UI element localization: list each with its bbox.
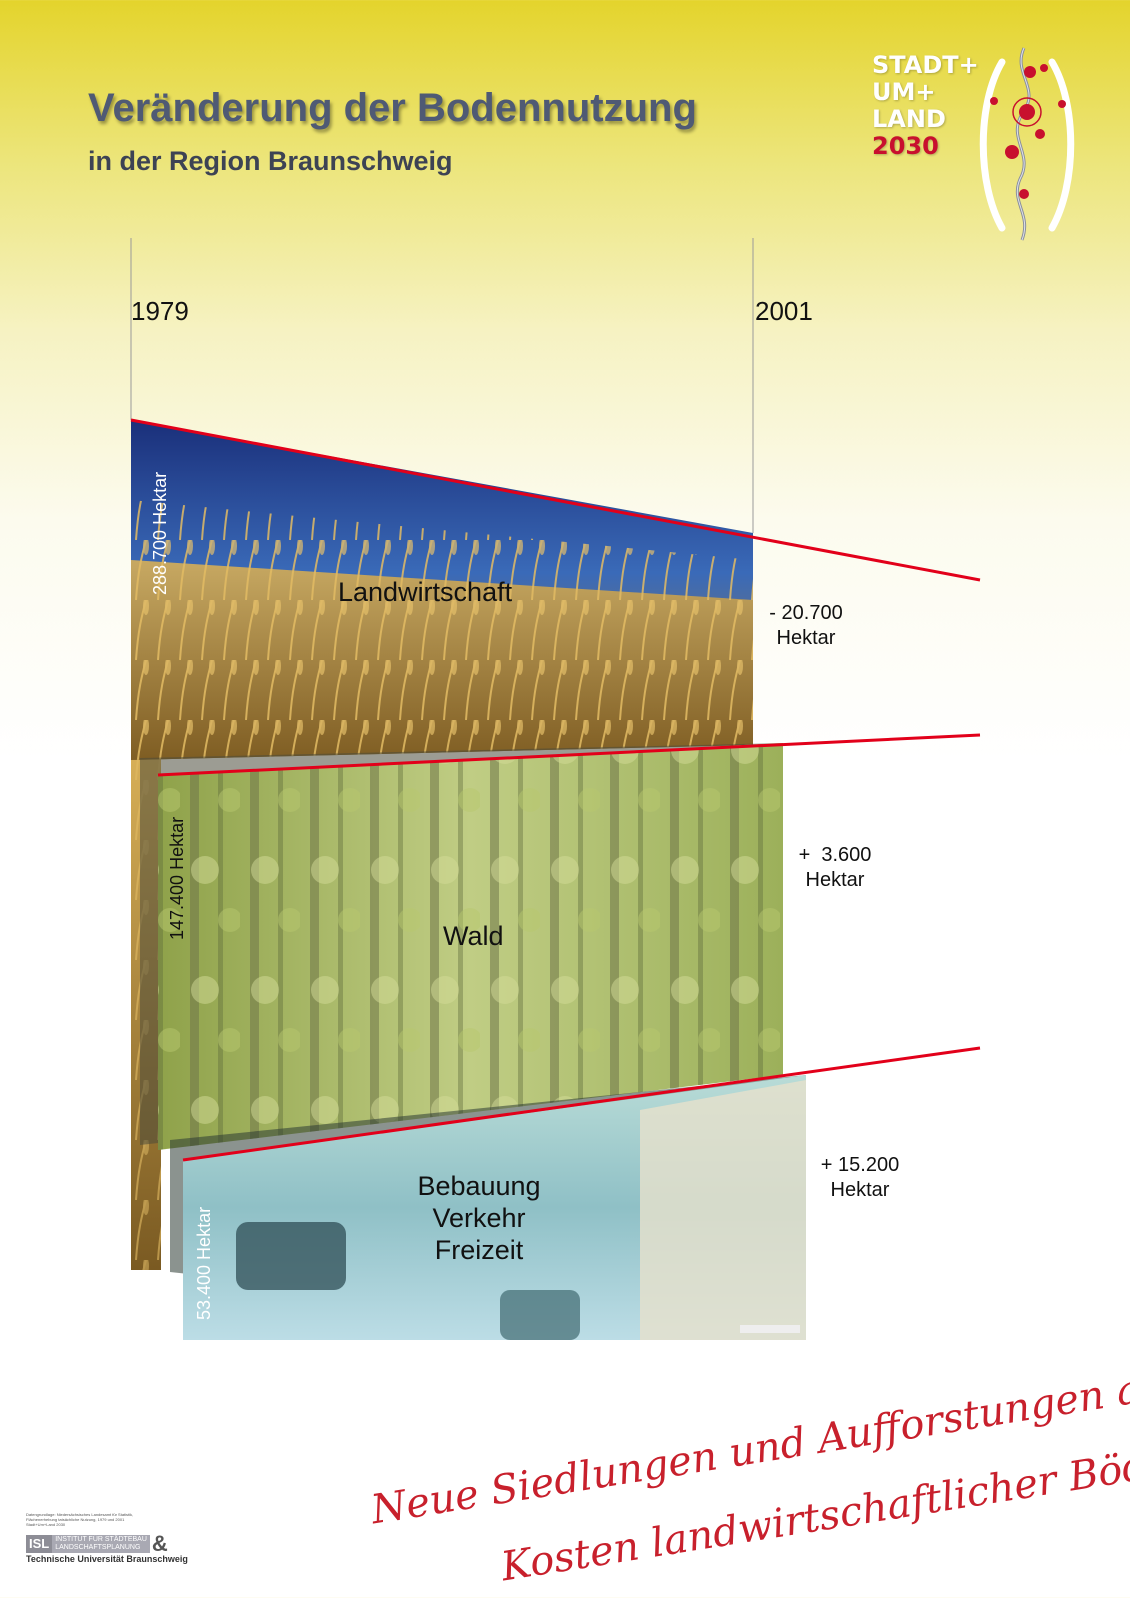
landwirtschaft-block [131,420,753,760]
year-end-label: 2001 [755,296,813,326]
institute-credit: Datengrundlage: Niedersächsisches Landes… [26,1512,236,1564]
university-name: Technische Universität Braunschweig [26,1554,188,1564]
source-line-3: Stadt+Um+Land 2030 [26,1522,66,1527]
trend-line-bebauung [182,1046,981,1162]
category-label-bebauung-line3: Freizeit [434,1235,524,1265]
change-value-bebauung: + 15.200 [820,1154,900,1176]
institute-name: INSTITUT FÜR STÄDTEBAU LANDSCHAFTSPLANUN… [52,1535,150,1553]
institute-line-1: INSTITUT FÜR STÄDTEBAU [55,1536,147,1543]
change-unit-wald: Hektar [805,869,865,891]
category-label-bebauung-line2: Verkehr [432,1203,526,1233]
area-label-landwirtschaft: 288.700 Hektar [150,471,170,595]
category-label-landwirtschaft: Landwirtschaft [338,577,513,607]
page-title: Veränderung der Bodennutzung [88,86,697,130]
category-label-bebauung: Bebauung Verkehr Freizeit [404,1170,554,1266]
trend-line-landwirtschaft [130,418,981,582]
isl-logo: ISL INSTITUT FÜR STÄDTEBAU LANDSCHAFTSPL… [26,1531,236,1556]
change-label-bebauung: + 15.200 Hektar [814,1153,906,1203]
logo-line-2: UM+ [872,78,936,106]
region-map-icon [979,47,1075,241]
category-label-wald: Wald [443,921,504,951]
category-label-bebauung-line1: Bebauung [417,1171,541,1201]
change-label-wald: + 3.600 Hektar [792,843,878,893]
isl-mark: ISL [26,1535,53,1553]
area-label-bebauung: 53.400 Hektar [194,1206,214,1320]
bebauung-block [170,1075,806,1340]
logo-wordmark: STADT+ UM+ LAND 2030 [872,52,979,160]
area-label-wald: 147.400 Hektar [167,816,187,940]
source-line-1: Datengrundlage: Niedersächsisches Landes… [26,1512,134,1517]
institute-line-2: LANDSCHAFTSPLANUNG [55,1544,141,1551]
logo-line-1: STADT+ [872,51,979,79]
stadt-um-land-logo: STADT+ UM+ LAND 2030 [872,44,1102,244]
ampersand-mark: & [151,1531,168,1556]
year-start-label: 1979 [131,296,189,326]
logo-year: 2030 [872,132,939,160]
change-value-landwirtschaft: - 20.700 [769,602,843,624]
change-label-landwirtschaft: - 20.700 Hektar [765,601,847,651]
logo-line-3: LAND [872,105,946,133]
change-unit-landwirtschaft: Hektar [776,627,836,649]
page-subtitle: in der Region Braunschweig [88,146,453,176]
trend-line-wald [157,733,981,777]
wald-block [140,743,783,1150]
change-unit-bebauung: Hektar [830,1179,890,1201]
source-line-2: Flächenerhebung tatsächliche Nutzung, 19… [26,1517,125,1522]
change-value-wald: + 3.600 [798,844,872,866]
